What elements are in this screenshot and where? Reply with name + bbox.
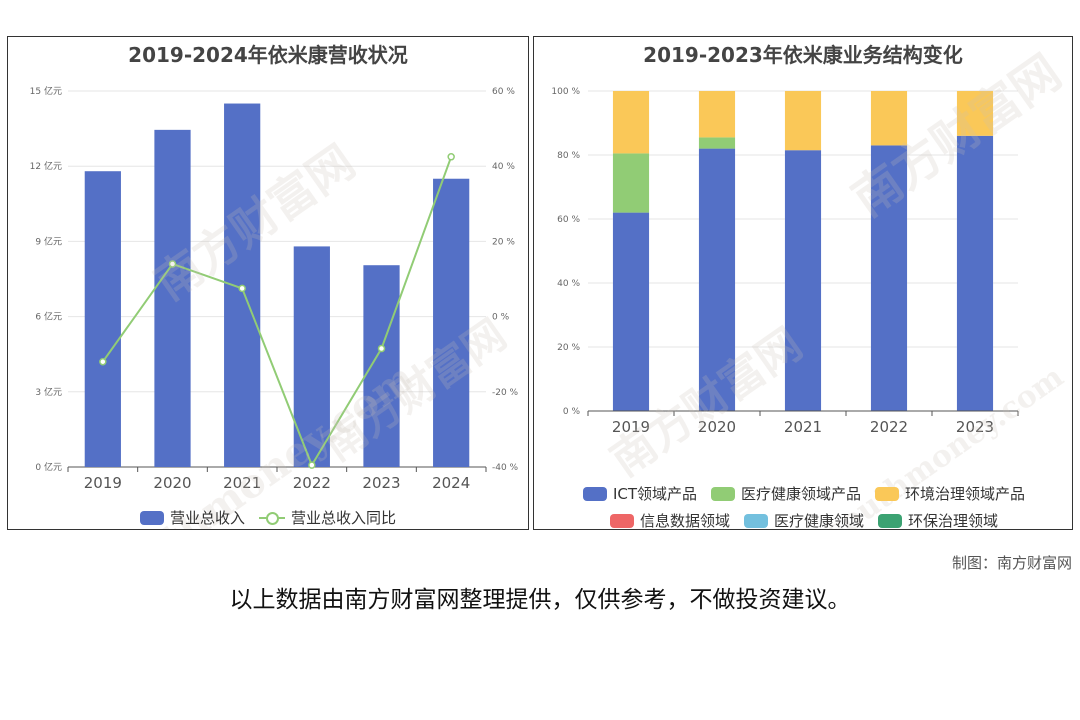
legend-label: ICT领域产品: [612, 485, 698, 503]
stacked-bar-segment: [784, 91, 822, 151]
business-structure-chart-panel: 南方财富网 南方财富网 southmoney.com 2019-2023年依米康…: [533, 36, 1073, 530]
y-right-tick-label: 60 %: [492, 87, 515, 97]
stacked-bar-segment: [612, 212, 650, 411]
legend-label: 环境治理领域产品: [905, 485, 1026, 503]
legend-line-swatch: [259, 511, 285, 525]
stacked-bar-segment: [698, 148, 736, 411]
y-right-tick-label: 0 %: [492, 313, 510, 323]
legend-item-info-data[interactable]: 信息数据领域: [609, 510, 730, 530]
chart-title: 2019-2023年依米康业务结构变化: [643, 43, 963, 67]
x-tick-label: 2023: [362, 474, 400, 492]
y-right-tick-label: -40 %: [492, 463, 519, 473]
legend-swatch: [743, 513, 768, 528]
y-right-tick-label: -20 %: [492, 388, 519, 398]
y-tick-label: 80 %: [557, 151, 580, 161]
legend-label: 信息数据领域: [639, 512, 730, 530]
disclaimer: 以上数据由南方财富网整理提供，仅供参考，不做投资建议。: [229, 587, 851, 613]
stacked-bar-segment: [612, 153, 650, 213]
chart-legend: ICT领域产品 医疗健康领域产品 环境治理领域产品 信息数据领域 医疗健康领域 …: [569, 483, 1039, 530]
y-tick-label: 0 %: [563, 407, 581, 417]
legend-swatch: [878, 513, 902, 528]
stacked-bar-segment: [698, 137, 736, 149]
x-tick-label: 2021: [784, 418, 822, 436]
y-tick-label: 20 %: [557, 343, 580, 353]
stacked-bar-segment: [698, 91, 736, 138]
bar: [363, 265, 400, 467]
legend-swatch: [609, 513, 634, 528]
x-tick-label: 2024: [432, 474, 470, 492]
legend-item-ict[interactable]: ICT领域产品: [582, 483, 698, 504]
y-left-tick-label: 12 亿元: [30, 160, 62, 172]
y-left-tick-label: 6 亿元: [35, 311, 62, 323]
bar: [433, 178, 470, 467]
legend-swatch: [582, 486, 607, 501]
y-tick-label: 60 %: [557, 215, 580, 225]
x-tick-label: 2022: [293, 474, 331, 492]
stacked-bar-segment: [612, 91, 650, 154]
legend-item-medical[interactable]: 医疗健康领域: [743, 510, 864, 530]
y-left-tick-label: 3 亿元: [35, 386, 62, 398]
stacked-bar-segment: [784, 150, 822, 411]
x-tick-label: 2020: [153, 474, 191, 492]
yoy-point: [447, 153, 455, 161]
yoy-point: [377, 344, 386, 353]
x-tick-label: 2023: [956, 418, 994, 436]
x-tick-label: 2021: [223, 474, 261, 492]
yoy-point: [99, 357, 107, 366]
chart-legend: 营业总收入 营业总收入同比: [8, 507, 528, 528]
y-left-tick-label: 0 亿元: [35, 461, 62, 473]
stacked-bar-segment: [870, 91, 908, 146]
revenue-combo-chart: 0 亿元 3 亿元 6 亿元 9 亿元 12 亿元 15 亿元 -40 % -20 % 0 % 2…: [30, 85, 519, 492]
legend-swatch: [875, 486, 900, 501]
stacked-bar-segment: [956, 91, 994, 136]
legend-item-env-governance[interactable]: 环保治理领域: [878, 510, 999, 530]
y-right-tick-label: 40 %: [492, 162, 515, 172]
x-tick-label: 2019: [84, 474, 122, 492]
y-left-tick-label: 9 亿元: [35, 235, 62, 247]
bar: [293, 246, 330, 467]
chart-credit: 制图：南方财富网: [951, 554, 1072, 572]
yoy-line: [102, 156, 453, 468]
legend-swatch: [711, 486, 736, 501]
legend-label: 环保治理领域: [908, 512, 999, 530]
business-stacked-chart: 0 % 20 % 40 % 60 % 80 % 100 % 2019 2020 2021 2022…: [551, 87, 1019, 436]
stacked-bar-segment: [870, 145, 908, 411]
legend-item-revenue[interactable]: 营业总收入: [139, 507, 245, 528]
revenue-chart-panel: 南方财富网 southmoney.com 南方财富网 2019-2024年依米康…: [7, 36, 529, 530]
bar: [154, 129, 191, 467]
y-tick-label: 100 %: [551, 87, 580, 97]
chart-title: 2019-2024年依米康营收状况: [128, 43, 408, 67]
legend-item-environment-products[interactable]: 环境治理领域产品: [875, 483, 1025, 504]
y-tick-label: 40 %: [557, 279, 580, 289]
x-tick-label: 2019: [612, 418, 650, 436]
legend-label: 营业总收入: [169, 509, 245, 527]
legend-swatch: [139, 510, 164, 525]
legend-item-medical-products[interactable]: 医疗健康领域产品: [711, 483, 861, 504]
legend-label: 营业总收入同比: [291, 509, 397, 527]
stacked-bar-segment: [956, 135, 994, 412]
y-right-tick-label: 20 %: [492, 237, 515, 247]
legend-item-yoy[interactable]: 营业总收入同比: [259, 507, 396, 528]
x-tick-label: 2020: [698, 418, 736, 436]
yoy-point: [238, 284, 246, 293]
bar: [84, 171, 121, 468]
legend-label: 医疗健康领域产品: [741, 485, 862, 503]
yoy-point: [308, 461, 316, 469]
yoy-point: [168, 260, 177, 268]
legend-label: 医疗健康领域: [773, 512, 864, 530]
x-tick-label: 2022: [870, 418, 908, 436]
y-left-tick-label: 15 亿元: [30, 85, 62, 97]
